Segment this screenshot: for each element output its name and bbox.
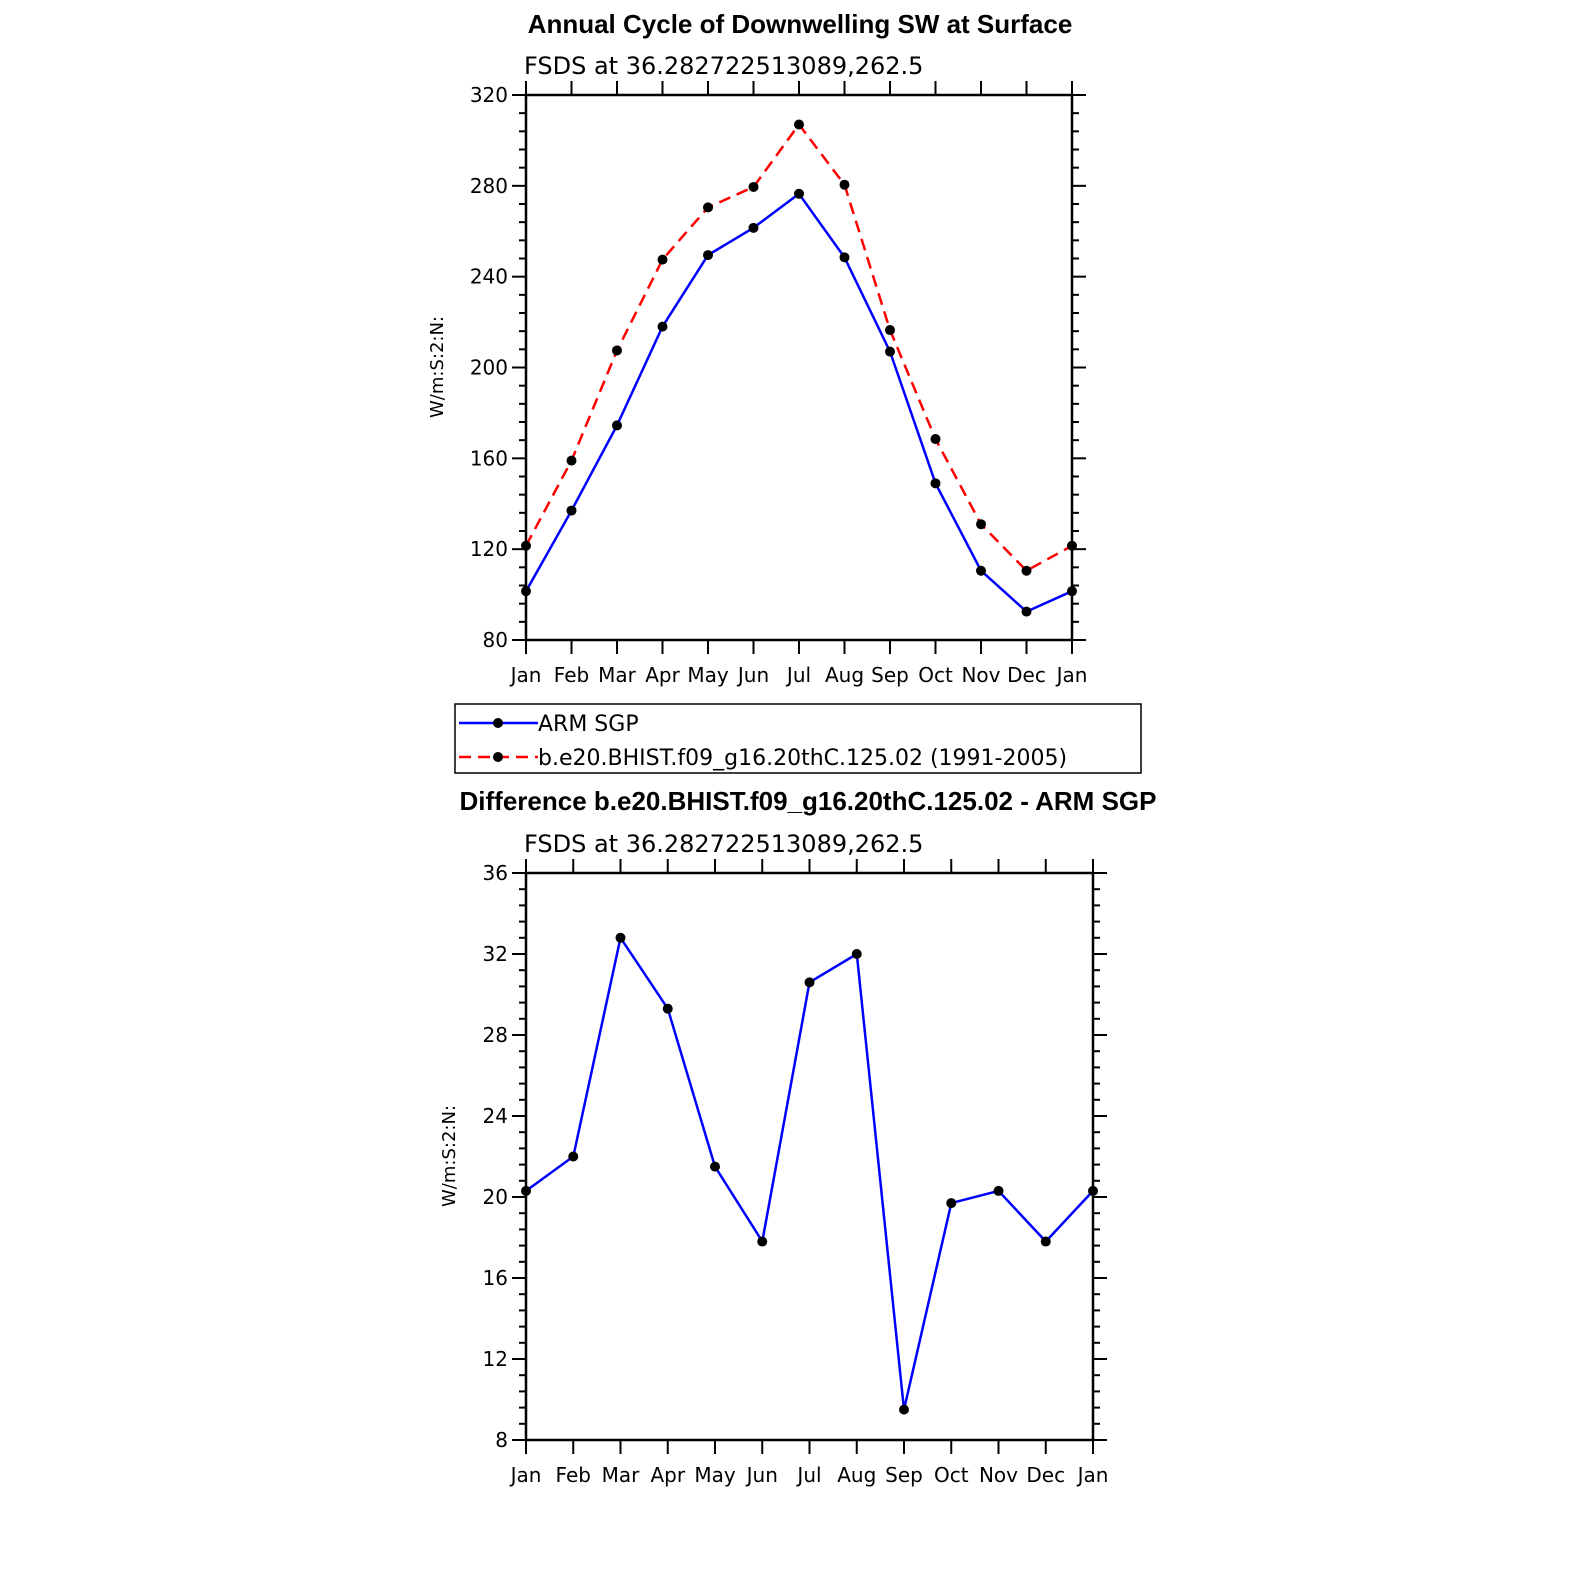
chart1-series-point-0: [930, 478, 941, 489]
legend-label-arm-sgp: ARM SGP: [538, 712, 639, 737]
chart1-xtick-label: Mar: [598, 663, 637, 687]
chart1-series-point-1: [748, 181, 759, 192]
chart1-series-point-0: [1067, 586, 1077, 597]
chart1-series-line-0: [524, 192, 1073, 613]
chart1-series-point-1: [976, 519, 986, 530]
chart2-xtick-label: Jul: [795, 1463, 821, 1487]
chart2-xtick-label: Jun: [745, 1463, 778, 1487]
chart1-ytick-label: 320: [470, 83, 508, 107]
chart2-series-point-0: [1040, 1236, 1051, 1247]
chart2-ytick-label: 28: [483, 1023, 508, 1047]
chart1-series-point-0: [885, 346, 895, 357]
chart1-series-point-0: [748, 222, 759, 233]
chart2-xtick-label: Sep: [885, 1463, 923, 1487]
legend-marker-model: [493, 752, 503, 762]
chart2-series-line-0: [525, 936, 1094, 1411]
chart1-xtick-label: May: [687, 663, 729, 687]
chart1-series-point-1: [1021, 565, 1032, 576]
chart1-ytick-label: 160: [470, 446, 508, 470]
chart1-ytick-label: 80: [483, 628, 508, 652]
chart1-series-point-1: [839, 179, 850, 190]
chart1-xtick-label: Jan: [509, 663, 542, 687]
chart1-title: Annual Cycle of Downwelling SW at Surfac…: [528, 9, 1073, 39]
chart2-ytick-label: 12: [483, 1347, 508, 1371]
chart1-xtick-label: Jan: [1055, 663, 1088, 687]
chart2-series-point-0: [710, 1161, 720, 1172]
chart1-series-point-0: [794, 188, 804, 199]
chart2-xtick-label: Dec: [1026, 1463, 1065, 1487]
chart1-series-point-1: [566, 455, 577, 466]
chart2-series-point-0: [1088, 1185, 1098, 1196]
chart1-series-point-0: [657, 321, 668, 332]
chart2-series-point-0: [568, 1151, 579, 1162]
chart1-xtick-label: Sep: [871, 663, 909, 687]
chart1-legend: ARM SGP b.e20.BHIST.f09_g16.20thC.125.02…: [454, 703, 1142, 774]
chart1-series-point-0: [566, 505, 577, 516]
legend-marker-arm-sgp: [493, 718, 503, 728]
chart1-ytick-label: 200: [470, 356, 508, 380]
chart1-xtick-label: Jul: [785, 663, 811, 687]
chart1-series-point-1: [703, 202, 713, 213]
chart2-ytick-label: 32: [483, 942, 508, 966]
chart1-series-point-0: [521, 586, 531, 597]
chart2-y-axis-label: W/m:S:2:N:: [439, 1105, 460, 1207]
chart1-series-point-1: [612, 345, 622, 356]
chart1-xtick-label: Dec: [1007, 663, 1046, 687]
chart2-xtick-label: May: [694, 1463, 736, 1487]
chart2-title: Difference b.e20.BHIST.f09_g16.20thC.125…: [460, 786, 1157, 816]
chart1-plot-area: 80 120 160 200 240 280 320 Jan Feb Mar Apr May Jun Ju…: [470, 81, 1088, 687]
chart2-ytick-label: 20: [483, 1185, 508, 1209]
chart2-series-point-0: [757, 1236, 768, 1247]
legend-label-model: b.e20.BHIST.f09_g16.20thC.125.02 (1991-2…: [538, 746, 1067, 771]
chart2-series-point-0: [851, 949, 862, 959]
chart2-series-point-0: [521, 1185, 531, 1196]
chart2-xtick-label: Jan: [1076, 1463, 1109, 1487]
chart1-series-point-1: [521, 540, 531, 551]
chart2-xtick-label: Feb: [556, 1463, 591, 1487]
chart1-frame: [524, 93, 1074, 642]
chart1-xtick-label: Apr: [645, 663, 680, 687]
chart1-xtick-label: Nov: [961, 663, 1000, 687]
chart1-series-point-0: [976, 565, 986, 576]
chart1-series-point-1: [1067, 540, 1077, 551]
chart2-series-point-0: [662, 1003, 673, 1014]
chart1-series-point-0: [1021, 606, 1032, 617]
chart1-series-point-1: [930, 434, 941, 445]
legend-box: [454, 703, 1142, 774]
chart2-frame: [524, 871, 1095, 1442]
chart1-ytick-label: 280: [470, 174, 508, 198]
chart1-ytick-label: 240: [470, 265, 508, 289]
chart1-series-point-1: [794, 119, 804, 130]
chart2-xtick-label: Mar: [602, 1463, 641, 1487]
chart2-ytick-label: 8: [495, 1428, 508, 1452]
chart2-ytick-label: 36: [483, 861, 508, 885]
chart1-y-axis-label: W/m:S:2:N:: [427, 316, 448, 418]
chart1-series-point-0: [703, 250, 713, 261]
chart2-subtitle: FSDS at 36.282722513089,262.5: [524, 830, 923, 858]
chart2-series-point-0: [993, 1185, 1004, 1196]
chart2-xtick-label: Jan: [509, 1463, 542, 1487]
chart1-ytick-label: 120: [470, 537, 508, 561]
chart1-series-point-0: [612, 420, 622, 431]
chart2-ytick-label: 16: [483, 1266, 508, 1290]
chart1-xtick-label: Aug: [825, 663, 864, 687]
chart1-subtitle: FSDS at 36.282722513089,262.5: [524, 52, 923, 80]
chart1-series-point-1: [657, 254, 668, 265]
chart2-ytick-label: 24: [483, 1104, 508, 1128]
chart2-plot-area: 8 12 16 20 24 28 32 36 Jan Feb Mar Apr May Jun Jul Aug S…: [483, 859, 1109, 1487]
chart1-xtick-label: Feb: [554, 663, 589, 687]
chart2-xtick-label: Apr: [650, 1463, 685, 1487]
chart2-series-point-0: [946, 1198, 957, 1209]
chart1-series-point-0: [839, 252, 850, 263]
chart2-series-point-0: [899, 1404, 909, 1415]
chart2-series-point-0: [615, 932, 626, 943]
chart2-xtick-label: Nov: [979, 1463, 1018, 1487]
chart1-xtick-label: Oct: [918, 663, 953, 687]
chart2-xtick-label: Aug: [837, 1463, 876, 1487]
chart1-xtick-label: Jun: [736, 663, 769, 687]
chart2-xtick-label: Oct: [934, 1463, 969, 1487]
chart2-series-point-0: [804, 977, 815, 988]
chart1-series-point-1: [885, 325, 895, 336]
